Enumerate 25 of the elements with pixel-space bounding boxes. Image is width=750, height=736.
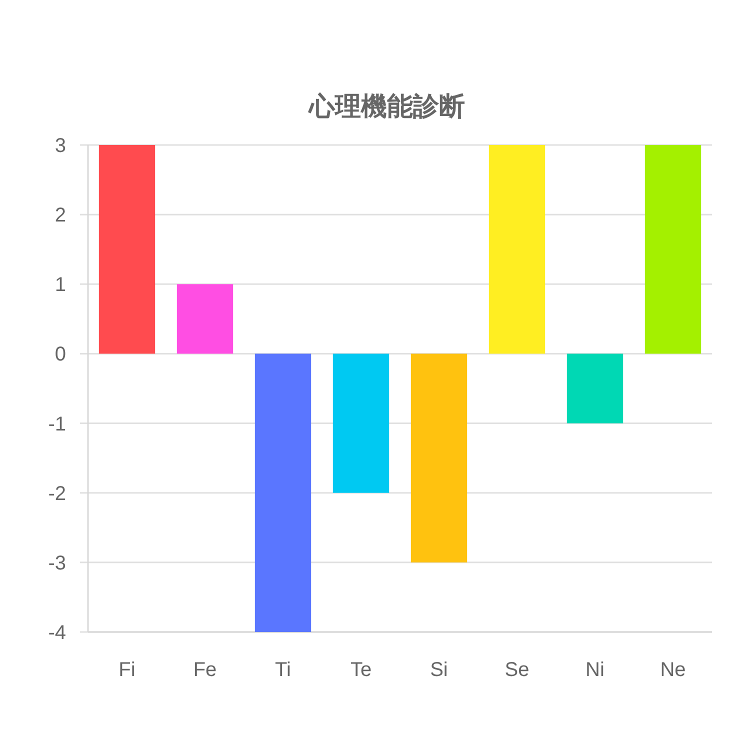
- bar: [410, 354, 468, 562]
- chart-title: 心理機能診断: [307, 91, 465, 121]
- y-tick-label: 2: [54, 204, 66, 227]
- x-tick-label: Ti: [275, 659, 291, 681]
- bar: [332, 354, 390, 493]
- bar: [644, 145, 702, 354]
- y-tick-label: -2: [48, 482, 66, 505]
- bar: [176, 284, 234, 354]
- bar: [566, 354, 624, 424]
- x-tick-label: Si: [430, 659, 448, 681]
- x-tick-label: Te: [350, 659, 372, 681]
- y-tick-label: 0: [54, 344, 66, 366]
- x-tick-label: Ne: [660, 659, 686, 681]
- y-tick-label: -4: [48, 622, 66, 644]
- y-tick-label: 1: [54, 274, 66, 296]
- x-tick-label: Se: [504, 659, 530, 681]
- bar: [254, 354, 312, 632]
- x-tick-label: Ni: [586, 659, 604, 681]
- y-tick-label: -3: [48, 552, 66, 574]
- y-tick-label: -1: [48, 413, 66, 436]
- bar: [488, 145, 546, 354]
- y-tick-label: 3: [54, 135, 66, 157]
- x-tick-label: Fi: [118, 659, 136, 681]
- x-tick-label: Fe: [193, 659, 217, 681]
- bar: [98, 145, 156, 354]
